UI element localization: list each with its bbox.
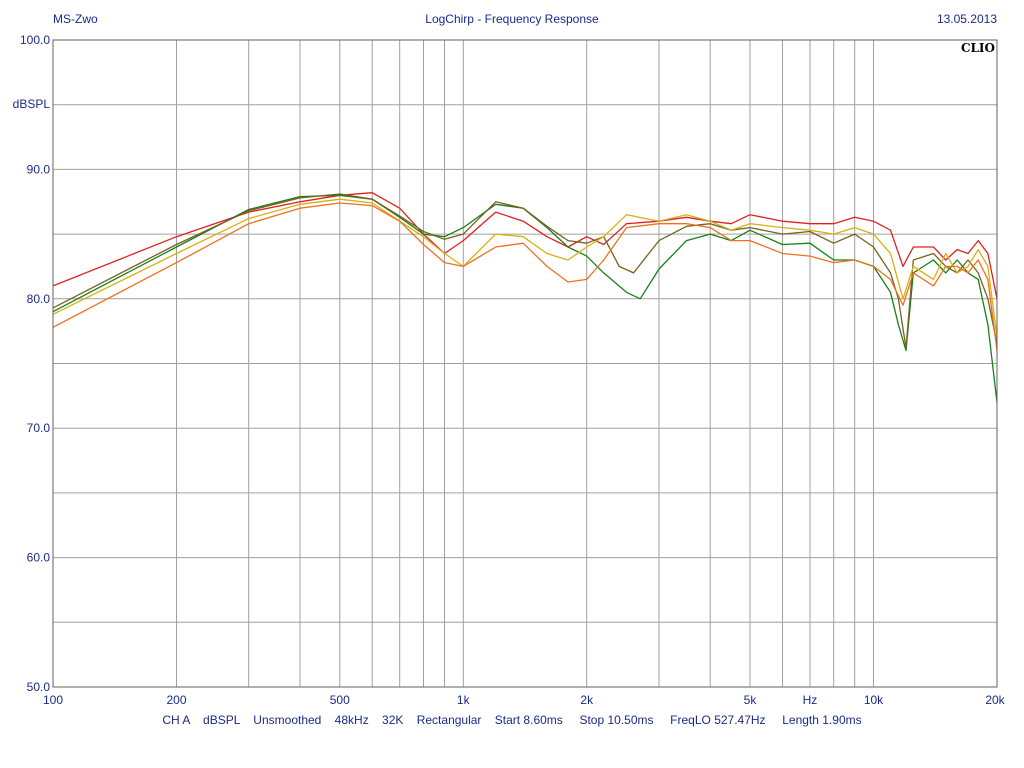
series-line-1 — [52, 192, 998, 299]
series-line-4 — [52, 198, 998, 338]
series-layer — [52, 192, 998, 403]
y-axis-label: dBSPL — [13, 97, 51, 111]
x-tick-label: 5k — [744, 693, 758, 707]
chart-title: LogChirp - Frequency Response — [425, 12, 599, 26]
x-tick-label: 200 — [166, 693, 186, 707]
series-line-2 — [52, 194, 998, 403]
measurement-date: 13.05.2013 — [936, 12, 997, 26]
clio-logo: CLIO — [961, 41, 995, 55]
x-tick-label: 20k — [985, 693, 1005, 707]
measurement-settings: CH A dBSPL Unsmoothed 48kHz 32K Rectangu… — [162, 713, 862, 727]
x-tick-label: 100 — [43, 693, 63, 707]
y-tick-label: 60.0 — [27, 551, 51, 565]
axis-labels: 100.0 90.0 80.0 70.0 60.0 50.0 dBSPL 100 200 500 1… — [13, 33, 1006, 707]
plot-frame — [52, 39, 998, 688]
series-line-5 — [52, 202, 998, 351]
y-tick-label: 80.0 — [27, 292, 51, 306]
y-tick-label: 100.0 — [20, 33, 50, 47]
x-tick-label: 10k — [864, 693, 884, 707]
y-tick-label: 90.0 — [27, 162, 51, 176]
grid — [53, 40, 997, 687]
x-tick-label: 1k — [457, 693, 471, 707]
x-tick-label: 2k — [580, 693, 594, 707]
x-axis-label: Hz — [803, 693, 818, 707]
measurement-name: MS-Zwo — [53, 12, 98, 26]
y-tick-label: 50.0 — [27, 680, 51, 694]
y-tick-label: 70.0 — [27, 421, 51, 435]
series-line-3 — [52, 193, 998, 349]
x-tick-label: 500 — [330, 693, 350, 707]
